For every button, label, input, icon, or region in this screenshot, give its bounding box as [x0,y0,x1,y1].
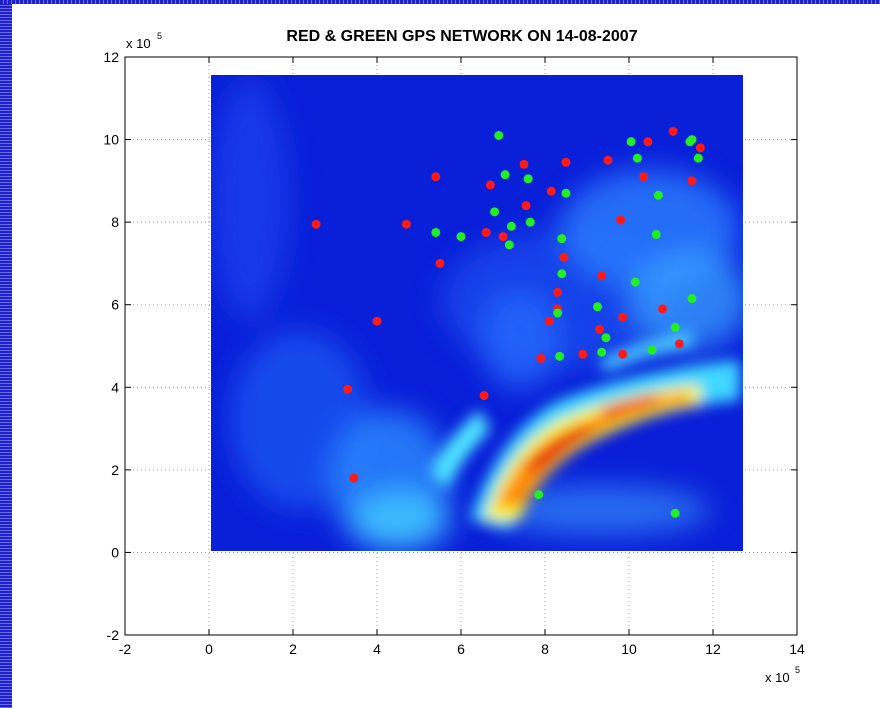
green-gps-point [670,508,680,518]
green-gps-point [593,302,602,312]
y-multiplier-label: x 10 [126,36,151,51]
red-gps-point [597,271,607,281]
x-tick-label: 2 [289,641,297,657]
green-gps-point [431,227,441,237]
y-tick-label: 6 [111,297,119,313]
green-gps-point [597,347,607,357]
green-gps-point [670,322,680,332]
x-tick-label: 6 [457,641,465,657]
y-tick-label: 0 [111,544,119,560]
red-gps-point [481,227,491,237]
x-tick-label: 0 [205,641,213,657]
y-tick-label: 4 [111,379,119,395]
red-gps-point [687,176,697,186]
green-gps-point [557,269,567,279]
y-tick-label: 2 [111,462,119,478]
green-gps-point [626,137,636,147]
green-gps-point [553,308,563,318]
x-tick-label: 12 [705,641,721,657]
x-tick-label: 4 [373,641,381,657]
y-tick-label: 10 [103,132,119,148]
red-gps-point [578,349,588,359]
red-gps-point [343,384,353,394]
green-gps-point [494,130,504,140]
red-gps-point [643,137,653,147]
x-multiplier-exponent: 5 [795,665,800,675]
red-gps-point [536,353,546,363]
red-gps-point [668,126,678,136]
green-gps-point [647,345,657,355]
slide-top-strip [0,0,880,4]
red-gps-point [431,172,441,182]
x-multiplier-label: x 10 [765,670,790,685]
red-gps-point [372,316,382,326]
green-gps-point [693,153,703,163]
x-tick-label: 10 [621,641,637,657]
green-gps-point [504,240,514,250]
green-gps-point [500,170,510,180]
red-gps-point [658,304,668,314]
red-gps-point [479,391,489,401]
red-gps-point [521,201,531,211]
red-gps-point [311,219,321,229]
red-gps-point [498,232,508,242]
red-gps-point [435,258,445,268]
red-gps-point [561,157,571,167]
green-gps-point [687,294,697,304]
red-gps-point [349,473,359,483]
red-gps-point [485,180,495,190]
red-gps-point [618,312,628,322]
heat-field [211,75,743,551]
points-layer [311,126,705,518]
red-gps-point [553,287,563,297]
y-tick-label: 8 [111,214,119,230]
red-gps-point [546,186,556,196]
red-gps-point [519,159,529,169]
green-gps-point [555,351,565,361]
red-gps-point [695,143,705,153]
green-gps-point [523,174,533,184]
slide-edge-strip [0,0,12,708]
green-gps-point [534,490,544,500]
green-gps-point [557,234,567,244]
x-tick-label: 8 [541,641,549,657]
green-gps-point [561,188,571,198]
y-multiplier-exponent: 5 [157,31,162,41]
red-gps-point [616,215,626,225]
red-gps-point [639,172,649,182]
red-gps-point [544,316,554,326]
green-gps-point [525,217,535,227]
y-tick-label: -2 [107,627,120,643]
green-gps-point [687,135,697,145]
green-gps-point [630,277,640,287]
red-gps-point [603,155,613,165]
axes: -2 0 2 4 6 8 10 12 14 -2 0 2 4 6 8 10 12 [103,49,805,657]
green-gps-point [632,153,642,163]
green-gps-point [456,232,466,242]
green-gps-point [490,207,500,217]
green-gps-point [651,230,661,240]
x-tick-label: -2 [119,641,132,657]
green-gps-point [601,333,611,343]
y-tick-label: 12 [103,49,119,65]
x-tick-label: 14 [789,641,805,657]
chart-title: RED & GREEN GPS NETWORK ON 14-08-2007 [286,28,637,45]
red-gps-point [401,219,411,229]
red-gps-point [618,349,628,359]
red-gps-point [559,252,569,262]
green-gps-point [506,221,516,231]
red-gps-point [595,324,605,334]
green-gps-point [653,190,663,200]
red-gps-point [674,339,684,349]
